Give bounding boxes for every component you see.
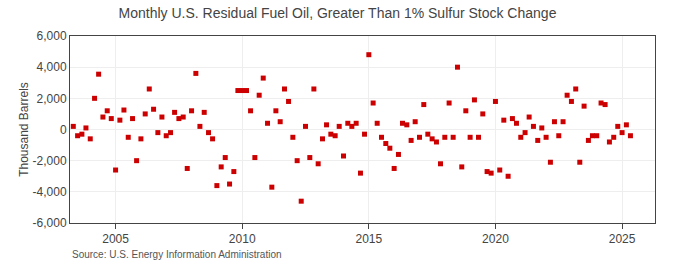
svg-text:0: 0 — [60, 123, 67, 137]
svg-text:6,000: 6,000 — [37, 29, 67, 43]
svg-text:4,000: 4,000 — [37, 60, 67, 74]
svg-text:2,000: 2,000 — [37, 92, 67, 106]
svg-text:-6,000: -6,000 — [33, 216, 67, 230]
svg-text:2010: 2010 — [229, 232, 256, 246]
svg-text:2015: 2015 — [355, 232, 382, 246]
svg-text:-4,000: -4,000 — [33, 185, 67, 199]
svg-text:Source: U.S. Energy Informatio: Source: U.S. Energy Information Administ… — [72, 249, 282, 260]
svg-text:Thousand Barrels: Thousand Barrels — [17, 82, 31, 177]
svg-text:Monthly U.S. Residual Fuel Oil: Monthly U.S. Residual Fuel Oil, Greater … — [119, 5, 557, 21]
svg-text:2005: 2005 — [102, 232, 129, 246]
svg-text:2020: 2020 — [482, 232, 509, 246]
svg-text:2025: 2025 — [609, 232, 636, 246]
svg-text:-2,000: -2,000 — [33, 154, 67, 168]
